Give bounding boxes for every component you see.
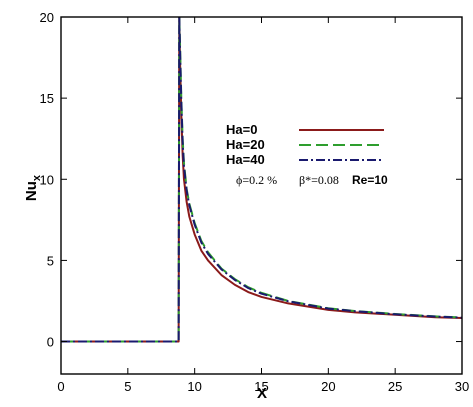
y-tick-label: 0 xyxy=(47,335,54,350)
y-tick-label: 10 xyxy=(40,172,54,187)
x-tick-label: 30 xyxy=(455,379,469,394)
y-tick-label: 5 xyxy=(47,253,54,268)
param-re: Re=10 xyxy=(352,173,388,187)
plot-series-group xyxy=(61,17,462,343)
legend-label-ha20: Ha=20 xyxy=(226,137,265,152)
parameter-annotation: ϕ=0.2 % β*=0.08 Re=10 xyxy=(236,173,388,187)
x-tick-label: 0 xyxy=(57,379,64,394)
param-phi: ϕ=0.2 % xyxy=(236,173,277,187)
x-tick-label: 20 xyxy=(321,379,335,394)
x-tick-label: 25 xyxy=(388,379,402,394)
y-axis-title: Nux xyxy=(23,174,43,201)
x-tick-label: 15 xyxy=(254,379,268,394)
y-axis-ticks: 0 5 10 15 20 xyxy=(40,10,462,350)
legend-label-ha0: Ha=0 xyxy=(226,122,257,137)
y-tick-label: 15 xyxy=(40,91,54,106)
legend-label-ha40: Ha=40 xyxy=(226,152,265,167)
x-tick-label: 5 xyxy=(124,379,131,394)
x-axis-title: X xyxy=(257,385,267,402)
x-tick-label: 10 xyxy=(187,379,201,394)
param-beta: β*=0.08 xyxy=(299,173,339,187)
series-line-ha40 xyxy=(61,17,462,343)
legend: Ha=0 Ha=20 Ha=40 xyxy=(226,122,384,167)
y-axis-title-main: Nu xyxy=(23,181,40,201)
x-axis-ticks: 0 5 10 15 20 25 30 xyxy=(57,17,469,394)
y-axis-title-subscript: x xyxy=(31,174,43,181)
y-tick-label: 20 xyxy=(40,10,54,25)
